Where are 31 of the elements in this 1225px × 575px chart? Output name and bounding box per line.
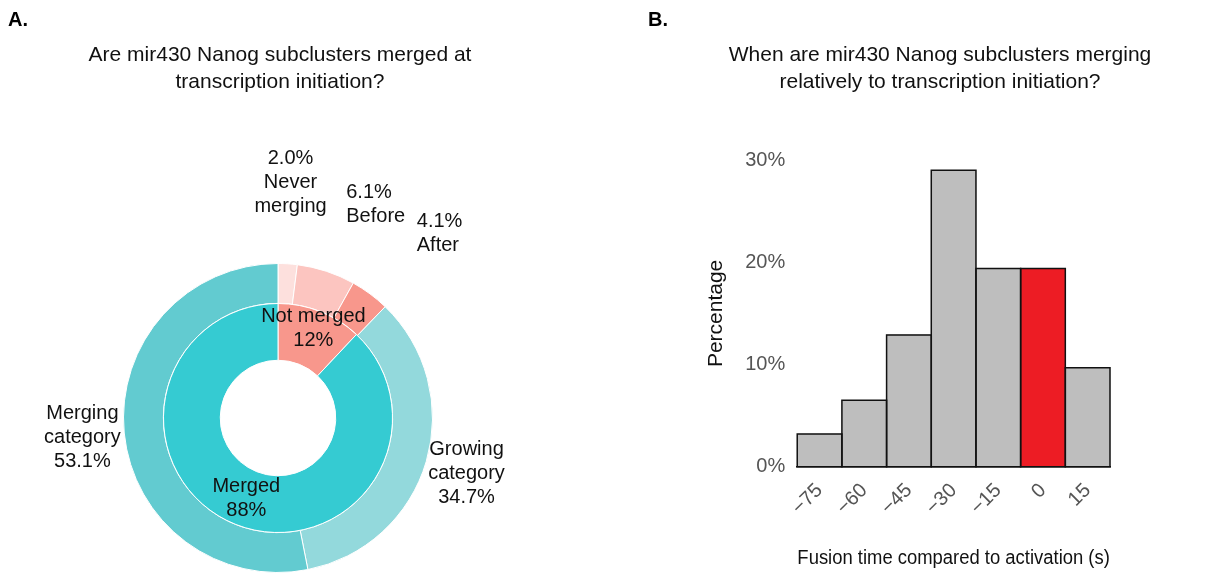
y-tick-label: 0% <box>756 454 786 477</box>
x-tick-label: −15 <box>965 478 1006 519</box>
slice-label: Not merged <box>261 304 366 327</box>
text: B. <box>648 8 668 31</box>
y-tick-label: 30% <box>745 147 786 170</box>
slice-label: Never merging <box>254 170 327 217</box>
text: A. <box>8 8 28 31</box>
data-label: 2.0% <box>267 146 314 169</box>
y-axis-title: Percentage <box>703 259 727 368</box>
x-axis-title: Fusion time compared to activation (s) <box>797 545 1110 569</box>
x-tick-label: −75 <box>786 478 827 519</box>
x-tick-label: −60 <box>831 478 871 519</box>
data-label: 34.7% <box>438 484 496 507</box>
data-label: 4.1% <box>416 209 463 232</box>
x-tick-label: −45 <box>876 478 916 519</box>
slice-label: After <box>416 233 460 256</box>
data-label: 53.1% <box>54 448 111 471</box>
slice-label: Growing category <box>428 436 505 483</box>
data-label: 12% <box>293 328 334 351</box>
y-tick-label: 10% <box>745 352 786 375</box>
chart-title: When are mir430 Nanog subclusters merging relatively to transcription initiation? <box>727 41 1153 94</box>
chart-title: Are mir430 Nanog subclusters merged at transcription initiation? <box>87 41 473 94</box>
data-label: 6.1% <box>346 179 393 202</box>
x-tick-label: 0 <box>1026 478 1050 502</box>
data-label: 88% <box>226 497 267 520</box>
slice-label: Merging category <box>44 400 121 447</box>
slice-label: Before <box>346 203 406 226</box>
slice-label: Merged <box>212 473 281 496</box>
x-tick-label: 15 <box>1063 478 1095 510</box>
y-tick-label: 20% <box>745 249 786 272</box>
x-tick-label: −30 <box>920 478 961 519</box>
